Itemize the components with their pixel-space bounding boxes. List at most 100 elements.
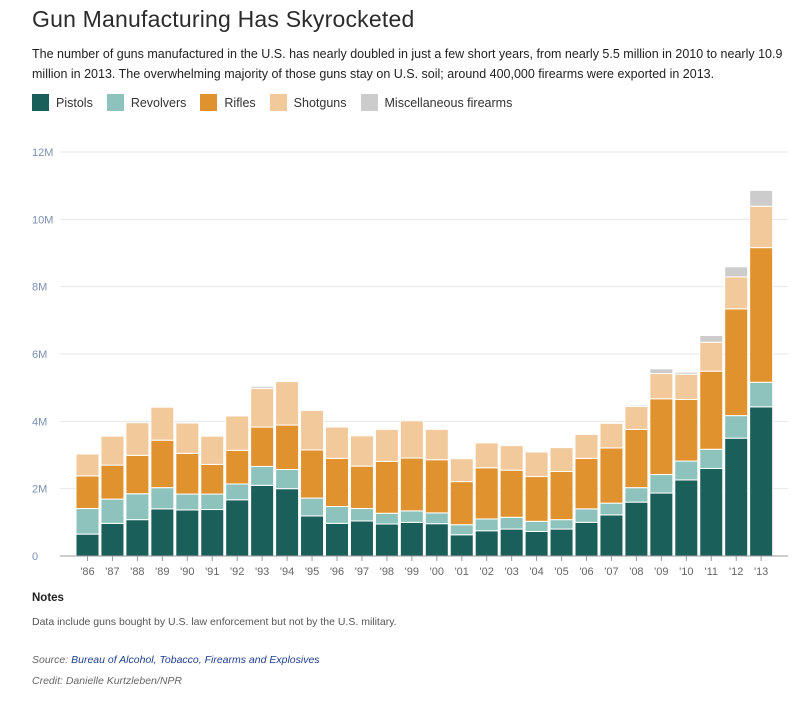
bar-segment — [100, 498, 125, 524]
bar-segment — [200, 463, 225, 495]
y-tick-label: 6M — [32, 349, 47, 361]
legend-item-shotguns: Shotguns — [269, 94, 347, 111]
bar-segment — [175, 509, 200, 557]
bar-segment — [150, 487, 175, 510]
bar-segment — [250, 426, 275, 467]
bar-segment — [674, 373, 699, 400]
x-tick-label: '01 — [455, 566, 469, 578]
bar-segment — [250, 484, 275, 557]
notes-heading: Notes — [32, 592, 64, 604]
bar-segment — [250, 465, 275, 486]
bar-segment — [325, 457, 349, 508]
bar-segment — [200, 435, 225, 465]
x-tick-label: '09 — [654, 566, 668, 578]
bar-segment — [499, 516, 524, 530]
bar-segment — [574, 457, 599, 510]
bar-segment — [499, 445, 524, 471]
bar-segment — [624, 487, 649, 503]
x-tick-label: '89 — [155, 566, 169, 578]
bar-segment — [325, 522, 349, 557]
bar-segment — [374, 523, 399, 557]
source-link[interactable]: Bureau of Alcohol, Tobacco, Firearms and… — [71, 654, 320, 666]
bar-segment — [374, 460, 399, 514]
bar-segment — [75, 475, 100, 510]
bar-segment — [724, 308, 749, 417]
bar-segment — [225, 449, 250, 485]
bar-segment — [125, 519, 150, 557]
bar-segment — [300, 410, 325, 451]
bar-segment — [724, 266, 749, 278]
bar-segment — [699, 467, 724, 557]
bar-segment — [649, 474, 674, 494]
y-tick-label: 12M — [32, 147, 53, 159]
bar-segment — [649, 492, 674, 557]
x-tick-label: '87 — [105, 566, 119, 578]
y-tick-label: 10M — [32, 214, 53, 226]
bar-segment — [374, 428, 399, 462]
bar-segment — [549, 470, 574, 521]
x-tick-label: '04 — [529, 566, 543, 578]
bar-segment — [474, 530, 499, 557]
bar-segment — [499, 469, 524, 518]
bar-segment — [624, 404, 649, 408]
bar-segment — [449, 481, 474, 526]
bar-segment — [325, 426, 349, 459]
x-tick-label: '13 — [754, 566, 768, 578]
bar-segment — [200, 493, 225, 511]
bar-segment — [649, 368, 674, 375]
bar-segment — [699, 370, 724, 450]
legend-label-misc: Miscellaneous firearms — [384, 95, 513, 110]
credit-line: Credit: Danielle Kurtzleben/NPR — [32, 675, 182, 687]
bar-segment — [250, 387, 275, 428]
x-tick-label: '92 — [230, 566, 244, 578]
bar-segment — [424, 428, 449, 461]
bar-segment — [699, 334, 724, 343]
chart-subtitle: The number of guns manufactured in the U… — [32, 47, 783, 81]
x-tick-label: '00 — [430, 566, 444, 578]
legend-item-revolvers: Revolvers — [106, 94, 187, 111]
bar-segment — [674, 371, 699, 375]
x-tick-label: '03 — [504, 566, 518, 578]
x-tick-label: '99 — [405, 566, 419, 578]
bar-segment — [100, 435, 125, 466]
bar-segment — [424, 459, 449, 514]
bar-segment — [175, 493, 200, 511]
notes-text: Data include guns bought by U.S. law enf… — [32, 616, 397, 628]
bar-segment — [374, 512, 399, 525]
bar-segment — [574, 508, 599, 523]
bar-segment — [275, 468, 300, 490]
legend-item-misc: Miscellaneous firearms — [360, 94, 513, 111]
bar-segment — [524, 520, 549, 532]
x-tick-label: '90 — [180, 566, 194, 578]
bar-segment — [349, 508, 374, 522]
x-tick-label: '10 — [679, 566, 693, 578]
bar-segment — [424, 523, 449, 557]
stacked-bar-chart: 0 2M 4M 6M 8M 10M 12M '86 '87 '88 '89 '90 '91 '92 '93 '… — [32, 147, 788, 578]
axes: 0 2M 4M 6M 8M 10M 12M '86 '87 '88 '89 '90 '91 '92 '93 '… — [32, 147, 788, 578]
bar-segment — [499, 528, 524, 557]
bar-segment — [599, 447, 624, 504]
x-tick-label: '95 — [305, 566, 319, 578]
bar-segment — [699, 341, 724, 372]
bar-segment — [474, 442, 499, 469]
bar-segment — [75, 508, 100, 535]
legend-swatch-shotguns — [269, 94, 287, 111]
bar-segment — [75, 453, 100, 477]
x-tick-label: '98 — [380, 566, 394, 578]
bar-segment — [275, 488, 300, 557]
bar-segment — [624, 501, 649, 557]
legend-label-revolvers: Revolvers — [130, 95, 187, 110]
bar-segment — [275, 381, 300, 426]
bar-segment — [749, 189, 774, 207]
x-tick-label: '08 — [629, 566, 643, 578]
bar-segment — [674, 398, 699, 462]
legend-swatch-revolvers — [106, 94, 124, 111]
bar-segment — [574, 433, 599, 459]
bar-segment — [175, 422, 200, 454]
legend-swatch-misc — [360, 94, 378, 111]
bar-segment — [100, 522, 125, 557]
bar-segment — [524, 476, 549, 522]
bar-segment — [624, 406, 649, 430]
x-tick-label: '88 — [130, 566, 144, 578]
bar-segment — [424, 512, 449, 525]
